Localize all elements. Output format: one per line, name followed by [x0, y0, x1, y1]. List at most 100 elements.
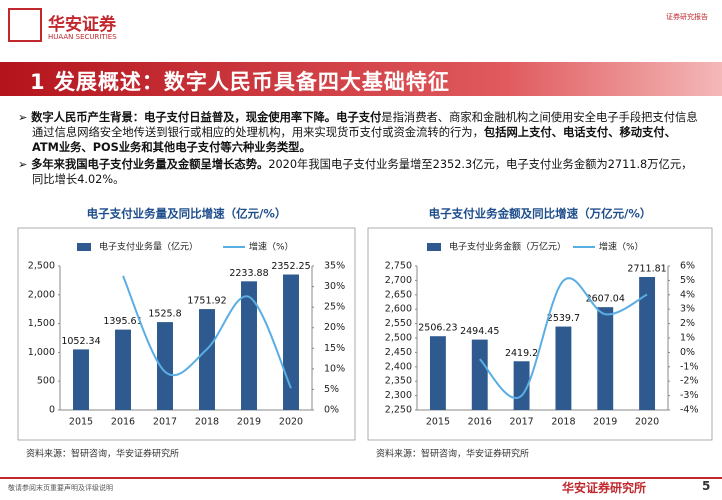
x-tick-label: 2019 — [593, 417, 617, 428]
y-tick-label: 2,400 — [385, 361, 412, 372]
y-tick-label: 2,000 — [28, 289, 55, 300]
y2-tick-label: 5% — [680, 275, 695, 286]
data-label: 1052.34 — [61, 336, 100, 347]
bar — [241, 281, 257, 410]
footer-line — [0, 477, 722, 479]
y2-tick-label: 20% — [324, 322, 345, 333]
y2-tick-label: 4% — [680, 289, 695, 300]
y2-tick-label: -2% — [680, 376, 699, 387]
data-label: 2494.45 — [460, 326, 499, 337]
data-label: 1395.61 — [103, 316, 142, 327]
bar — [429, 336, 446, 410]
bar — [471, 339, 488, 410]
x-tick-label: 2017 — [509, 417, 533, 428]
y2-tick-label: 5% — [324, 384, 339, 395]
y2-tick-label: 15% — [324, 343, 345, 354]
bullet-text: 包括网上支付、电话支付、移动支付、ATM业务、POS业务和其他电子支付等六种业务… — [32, 126, 676, 154]
y2-tick-label: 3% — [680, 304, 695, 315]
data-label: 2233.88 — [229, 268, 268, 279]
x-tick-label: 2019 — [237, 417, 261, 428]
y-tick-label: 2,750 — [385, 261, 412, 272]
bullet-marker: ➢ — [18, 158, 32, 171]
y2-tick-label: 2% — [680, 318, 695, 329]
disclaimer: 敬请参阅末页重要声明及评级说明 — [8, 484, 113, 492]
y-tick-label: 2,700 — [385, 275, 412, 286]
y2-tick-label: -1% — [680, 361, 699, 372]
y2-tick-label: -4% — [680, 405, 699, 416]
legend-label: 增速（%） — [249, 241, 294, 253]
data-label: 1751.92 — [187, 296, 226, 307]
data-label: 1525.8 — [148, 309, 181, 320]
title: 1 发展概述：数字人民币具备四大基础特征 — [30, 70, 450, 94]
y-tick-label: 2,650 — [385, 289, 412, 300]
legend-swatch — [77, 243, 91, 251]
x-tick-label: 2016 — [111, 417, 135, 428]
bullet-text: 电子支付 — [336, 111, 382, 124]
source: 资料来源：智研咨询，华安证券研究所 — [26, 448, 179, 460]
data-label: 2711.81 — [627, 263, 666, 274]
y2-tick-label: 0% — [680, 347, 695, 358]
brand: 华安证券研究所 — [562, 481, 647, 495]
bullet-text: 2020年我国电子支付业务量增至2352.3亿元，电子支付业务金额为2711.8… — [32, 158, 693, 186]
page-number: 5 — [702, 479, 711, 493]
y2-tick-label: 6% — [680, 261, 695, 272]
y-tick-label: 2,350 — [385, 376, 412, 387]
growth-line — [122, 275, 292, 389]
chart-title: 电子支付业务金额及同比增速（万亿元/%） — [429, 207, 652, 221]
data-label: 2506.23 — [418, 323, 457, 334]
legend-swatch — [427, 243, 441, 251]
growth-line — [479, 277, 648, 399]
bar — [639, 276, 656, 410]
y-tick-label: 2,600 — [385, 304, 412, 315]
chart-title: 电子支付业务量及同比增速（亿元/%） — [87, 207, 287, 221]
bar — [73, 349, 89, 410]
bullet-marker: ➢ — [18, 111, 32, 124]
x-tick-label: 2020 — [635, 417, 659, 428]
bullet: ➢ 数字人民币产生背景：电子支付日益普及，现金使用率下降。电子支付是指消费者、商… — [12, 110, 702, 155]
data-label: 2539.7 — [547, 313, 580, 324]
chart-frame — [17, 227, 356, 441]
bar — [199, 309, 215, 410]
legend-label: 增速（%） — [599, 241, 644, 253]
bullet-text: 是指消费者、商家和金融机构之间使用安全电子手段把支付信息通过信息网络安全地传送到… — [32, 111, 698, 139]
y-tick-label: 2,500 — [28, 261, 55, 272]
y-tick-label: 2,550 — [385, 318, 412, 329]
bar — [555, 326, 572, 410]
y-tick-label: 500 — [37, 376, 55, 387]
bullets: ➢ 数字人民币产生背景：电子支付日益普及，现金使用率下降。电子支付是指消费者、商… — [12, 110, 702, 189]
y-tick-label: 0 — [49, 405, 55, 416]
logo-en: HUAAN SECURITIES — [48, 33, 117, 41]
y-tick-label: 2,300 — [385, 390, 412, 401]
y2-tick-label: 25% — [324, 302, 345, 313]
y2-tick-label: 30% — [324, 281, 345, 292]
y2-tick-label: 10% — [324, 363, 345, 374]
bullet: ➢ 多年来我国电子支付业务量及金额呈增长态势。2020年我国电子支付业务量增至2… — [12, 157, 702, 187]
source: 资料来源：智研咨询，华安证券研究所 — [376, 448, 529, 460]
y-tick-label: 2,500 — [385, 333, 412, 344]
bar — [597, 307, 614, 410]
bullet-text: 数字人民币产生背景：电子支付日益普及，现金使用率下降。 — [31, 111, 337, 124]
y-tick-label: 1,500 — [28, 318, 55, 329]
y2-tick-label: 35% — [324, 261, 345, 272]
x-tick-label: 2015 — [69, 417, 93, 428]
title-band — [0, 62, 722, 96]
legend-label: 电子支付业务金额（万亿元） — [449, 241, 566, 253]
chart-frame — [367, 227, 713, 441]
data-label: 2607.04 — [586, 294, 625, 305]
y2-tick-label: 0% — [324, 405, 339, 416]
y2-tick-label: 1% — [680, 333, 695, 344]
y-tick-label: 1,000 — [28, 347, 55, 358]
x-tick-label: 2020 — [279, 417, 303, 428]
x-tick-label: 2015 — [426, 417, 450, 428]
tag: 证券研究报告 — [666, 13, 708, 21]
y-tick-label: 2,450 — [385, 347, 412, 358]
y-tick-label: 2,250 — [385, 405, 412, 416]
bar — [157, 322, 173, 410]
data-label: 2352.25 — [271, 261, 310, 272]
bar — [283, 274, 299, 410]
logo-box — [8, 8, 42, 42]
bar — [115, 329, 131, 410]
legend-label: 电子支付业务量（亿元） — [99, 241, 198, 253]
